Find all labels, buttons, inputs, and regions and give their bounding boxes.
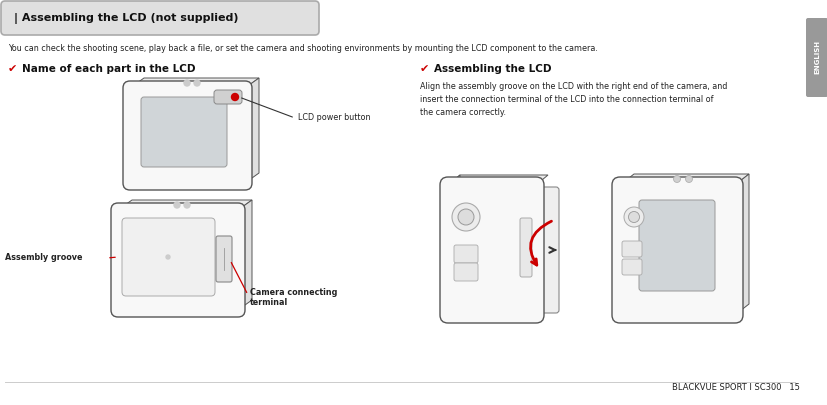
FancyBboxPatch shape <box>535 187 559 313</box>
Text: ✔: ✔ <box>8 64 17 74</box>
Text: Assembling the LCD: Assembling the LCD <box>434 64 552 74</box>
Text: Camera connecting
terminal: Camera connecting terminal <box>250 288 337 307</box>
Polygon shape <box>620 174 749 185</box>
Text: Name of each part in the LCD: Name of each part in the LCD <box>22 64 195 74</box>
FancyBboxPatch shape <box>214 90 242 104</box>
FancyBboxPatch shape <box>123 81 252 190</box>
FancyBboxPatch shape <box>111 203 245 317</box>
Polygon shape <box>130 78 259 88</box>
Circle shape <box>624 207 644 227</box>
Polygon shape <box>238 200 252 310</box>
Polygon shape <box>245 78 259 183</box>
Circle shape <box>166 255 170 259</box>
Circle shape <box>458 209 474 225</box>
Circle shape <box>232 94 238 100</box>
FancyBboxPatch shape <box>454 263 478 281</box>
Text: You can check the shooting scene, play back a file, or set the camera and shooti: You can check the shooting scene, play b… <box>8 44 598 53</box>
FancyBboxPatch shape <box>141 97 227 167</box>
Text: ENGLISH: ENGLISH <box>814 40 820 74</box>
Circle shape <box>174 202 180 208</box>
FancyBboxPatch shape <box>440 177 544 323</box>
FancyBboxPatch shape <box>639 200 715 291</box>
FancyBboxPatch shape <box>806 18 827 97</box>
Text: ✔: ✔ <box>420 64 429 74</box>
FancyBboxPatch shape <box>622 259 642 275</box>
FancyBboxPatch shape <box>612 177 743 323</box>
Circle shape <box>184 80 190 86</box>
Polygon shape <box>118 200 252 210</box>
Text: | Assembling the LCD (not supplied): | Assembling the LCD (not supplied) <box>14 13 238 23</box>
Text: BLACKVUE SPORT I SC300   15: BLACKVUE SPORT I SC300 15 <box>672 383 800 392</box>
FancyBboxPatch shape <box>1 1 319 35</box>
Circle shape <box>686 175 692 183</box>
Text: LCD power button: LCD power button <box>298 113 370 122</box>
Text: Assembly groove: Assembly groove <box>5 254 83 262</box>
Circle shape <box>629 211 639 222</box>
Polygon shape <box>448 175 460 315</box>
Polygon shape <box>448 175 548 185</box>
FancyBboxPatch shape <box>454 245 478 263</box>
Circle shape <box>194 80 200 86</box>
Text: Align the assembly groove on the LCD with the right end of the camera, and
inser: Align the assembly groove on the LCD wit… <box>420 82 728 117</box>
Circle shape <box>184 202 190 208</box>
Circle shape <box>452 203 480 231</box>
FancyBboxPatch shape <box>122 218 215 296</box>
FancyBboxPatch shape <box>622 241 642 257</box>
Polygon shape <box>735 174 749 315</box>
FancyBboxPatch shape <box>216 236 232 282</box>
Circle shape <box>673 175 681 183</box>
FancyBboxPatch shape <box>520 218 532 277</box>
